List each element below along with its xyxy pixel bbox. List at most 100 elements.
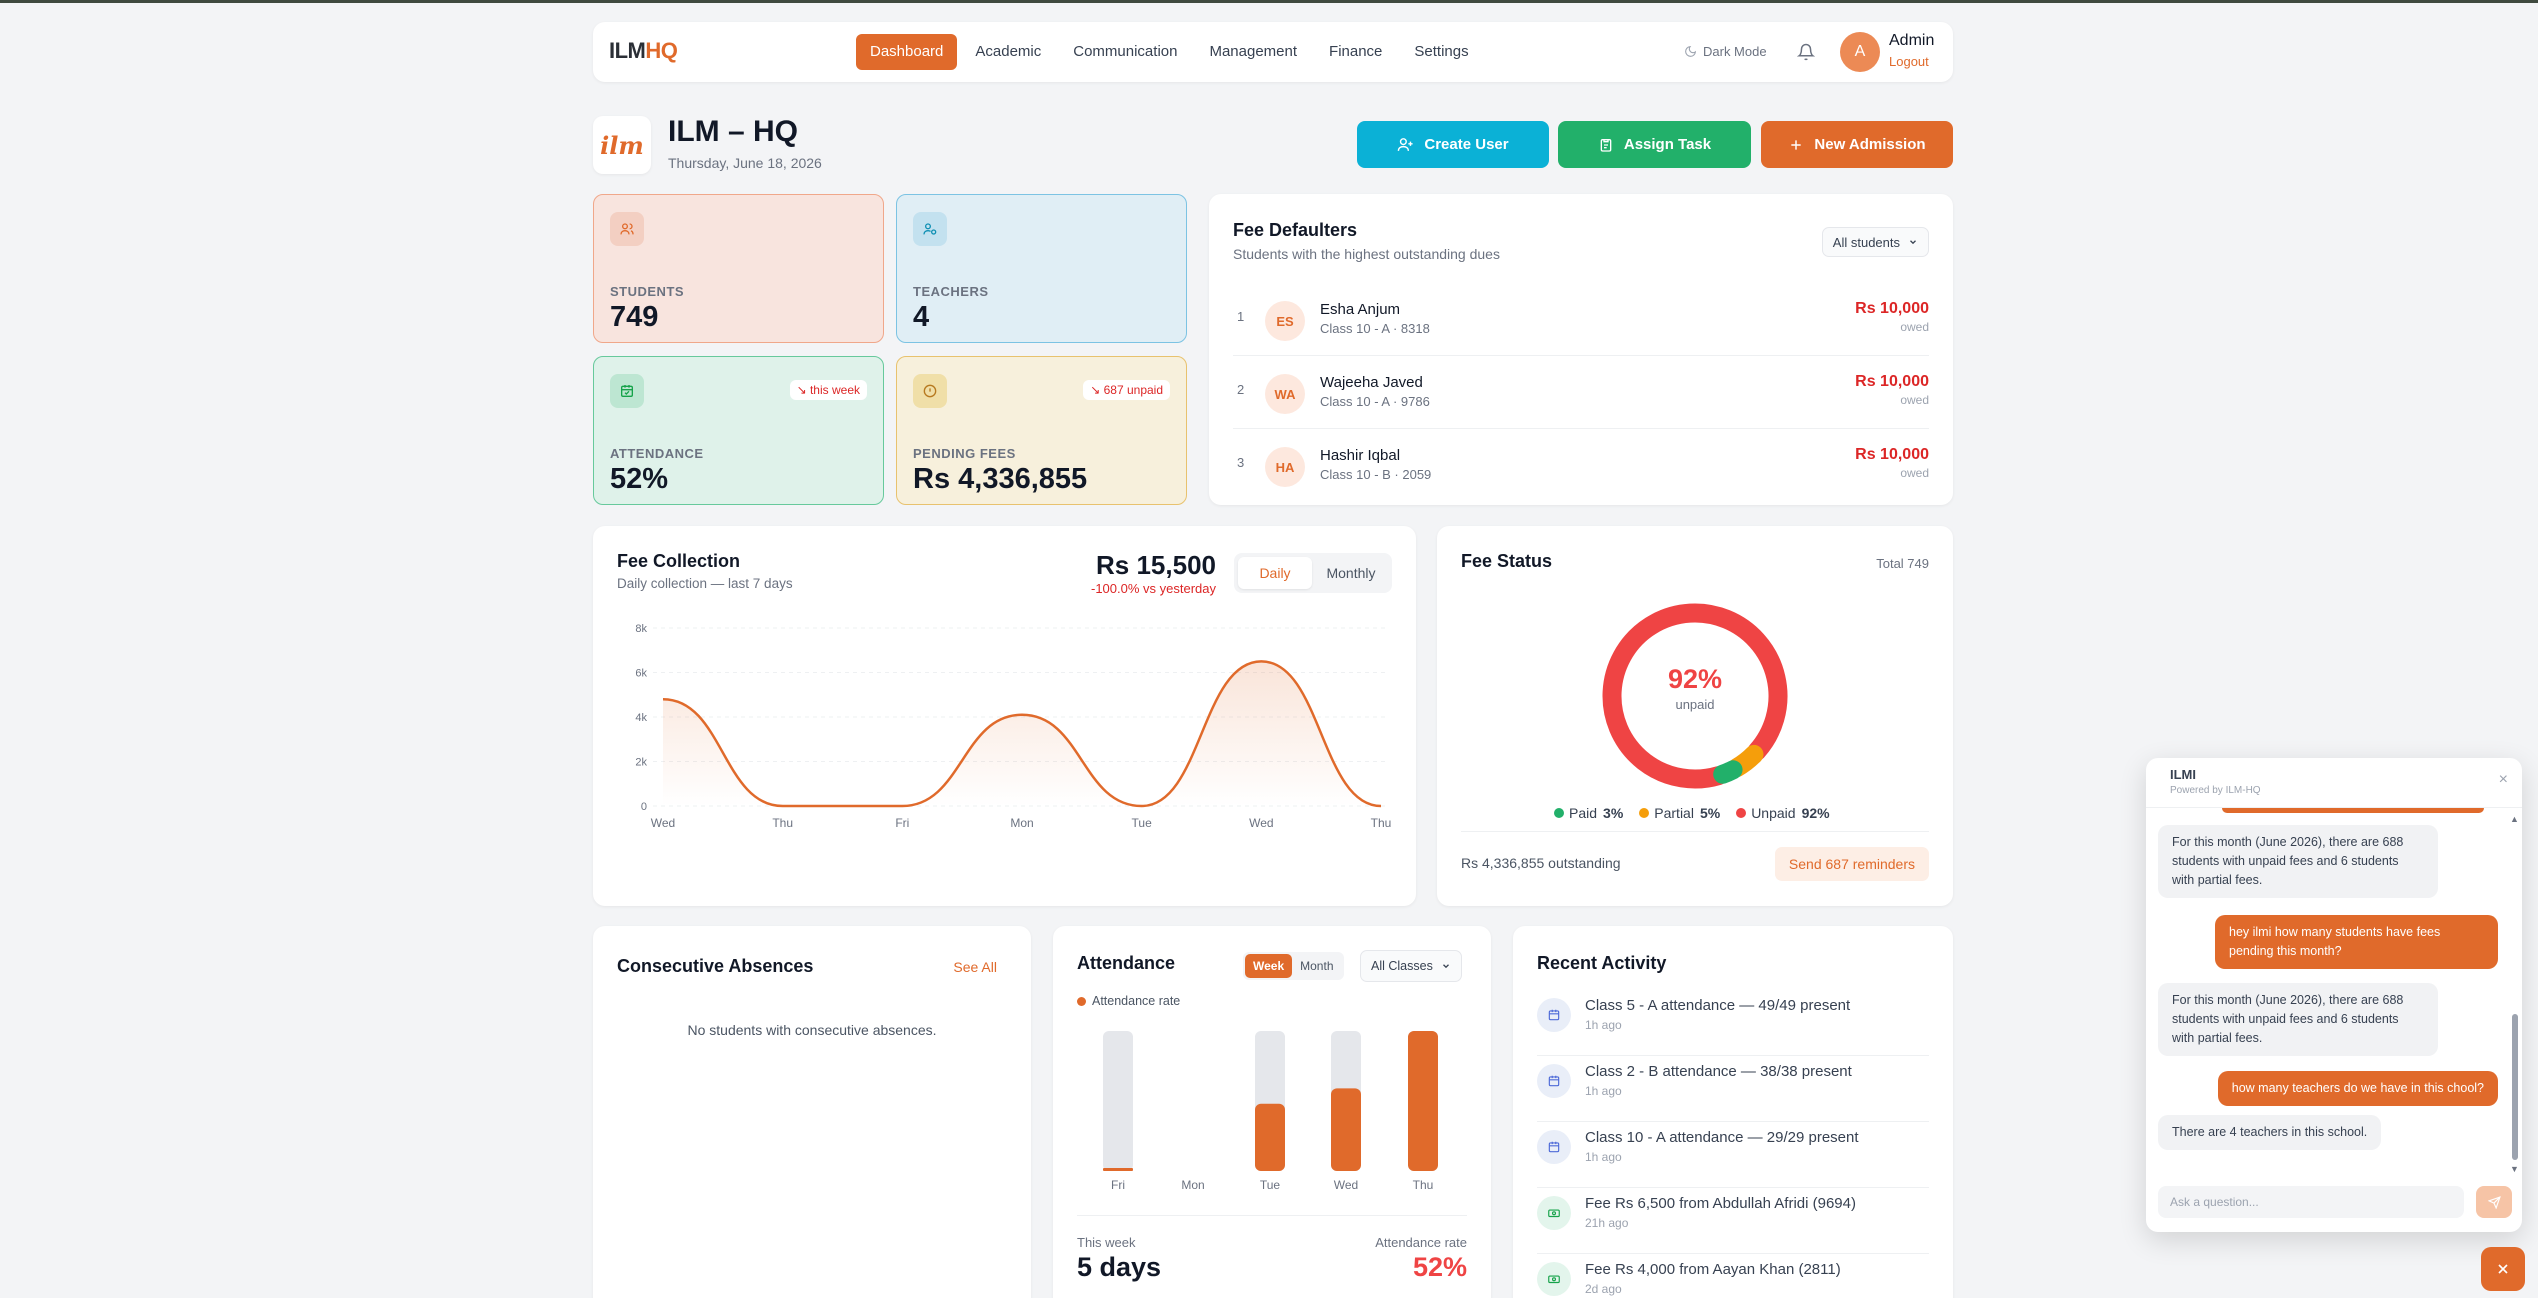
x-tick-label: Fri (1111, 1178, 1125, 1192)
trend-down-icon: ↘ (796, 383, 807, 397)
fee-defaulters-card: Fee Defaulters Students with the highest… (1209, 194, 1953, 505)
cash-icon (1537, 1196, 1571, 1230)
x-tick-label: Mon (1010, 816, 1033, 830)
stat-card-students[interactable]: STUDENTS 749 (593, 194, 884, 343)
stat-card-attendance[interactable]: ↘ this week ATTENDANCE 52% (593, 356, 884, 505)
main-nav: Dashboard Academic Communication Managem… (856, 34, 1483, 70)
scroll-up-icon[interactable]: ▲ (2510, 814, 2519, 824)
nav-management[interactable]: Management (1209, 43, 1298, 60)
this-week-label: This week (1077, 1235, 1136, 1250)
nav-academic[interactable]: Academic (975, 43, 1042, 60)
scroll-down-icon[interactable]: ▼ (2510, 1164, 2519, 1174)
tab-monthly[interactable]: Monthly (1326, 565, 1376, 581)
activity-item[interactable]: Class 10 - A attendance — 29/29 present … (1537, 1122, 1929, 1188)
calendar-icon (1537, 1064, 1571, 1098)
logout-link[interactable]: Logout (1889, 54, 1929, 69)
outstanding-amount: Rs 4,336,855 outstanding (1461, 855, 1621, 871)
card-title: Consecutive Absences (617, 956, 814, 976)
fee-collection-chart: 0 2k 4k 6k 8k Wed Thu Fri Mon Tue Wed Thu (635, 623, 1391, 830)
defaulter-rank: 2 (1237, 382, 1245, 397)
stat-value: 52% (610, 463, 669, 495)
attendance-legend: Attendance rate (1077, 994, 1180, 1008)
divider (1077, 1215, 1467, 1216)
nav-communication[interactable]: Communication (1073, 43, 1178, 60)
x-tick-label: Tue (1132, 816, 1153, 830)
cash-icon (1537, 1262, 1571, 1296)
attendance-card: Attendance Week Month All Classes Attend… (1053, 926, 1491, 1298)
consecutive-absences-card: Consecutive Absences See All No students… (593, 926, 1031, 1298)
donut-slice-paid (1713, 760, 1743, 784)
assign-task-button[interactable]: Assign Task (1558, 121, 1751, 168)
create-user-button[interactable]: Create User (1357, 121, 1549, 168)
chat-panel: ILMI Powered by ILM-HQ × For this month … (2146, 758, 2522, 1232)
legend-label: Unpaid (1751, 805, 1796, 821)
send-icon (2487, 1195, 2501, 1209)
student-filter-select[interactable]: All students (1821, 227, 1929, 257)
nav-dashboard[interactable]: Dashboard (856, 34, 958, 70)
user-name: Admin (1889, 32, 1935, 49)
new-admission-button[interactable]: New Admission (1761, 121, 1953, 168)
notifications-button[interactable] (1788, 34, 1824, 70)
dark-mode-toggle[interactable]: Dark Mode (1684, 44, 1767, 59)
bar (1408, 1031, 1438, 1171)
chat-toggle-button[interactable] (2481, 1247, 2525, 1291)
defaulter-row[interactable]: 2 WA Wajeeha Javed Class 10 - A · 9786 R… (1233, 356, 1929, 429)
send-button[interactable] (2476, 1186, 2512, 1218)
avatar: ES (1265, 301, 1305, 341)
defaulter-row[interactable]: 1 ES Esha Anjum Class 10 - A · 8318 Rs 1… (1233, 283, 1929, 356)
activity-item[interactable]: Fee Rs 6,500 from Abdullah Afridi (9694)… (1537, 1188, 1929, 1254)
chat-input[interactable] (2158, 1186, 2464, 1218)
defaulter-class: Class 10 - A · 8318 (1320, 321, 1430, 336)
chat-header: ILMI Powered by ILM-HQ × (2146, 758, 2522, 808)
new-admission-label: New Admission (1814, 136, 1926, 153)
trend-badge: ↘ 687 unpaid (1083, 380, 1170, 400)
legend-paid: Paid 3% (1554, 805, 1623, 821)
donut-center-label: unpaid (1675, 697, 1715, 712)
x-tick-label: Thu (1413, 1178, 1434, 1192)
tab-month[interactable]: Month (1300, 959, 1334, 973)
y-tick-label: 6k (635, 668, 647, 680)
trend-badge: ↘ this week (789, 380, 867, 400)
empty-state: No students with consecutive absences. (687, 1022, 937, 1038)
legend-value: 5% (1699, 805, 1721, 821)
activity-item[interactable]: Class 2 - B attendance — 38/38 present 1… (1537, 1056, 1929, 1122)
defaulter-owed-label: owed (1900, 320, 1929, 334)
stat-card-teachers[interactable]: TEACHERS 4 (896, 194, 1187, 343)
create-user-label: Create User (1424, 136, 1509, 153)
avatar[interactable]: A (1840, 32, 1880, 72)
avatar: HA (1265, 447, 1305, 487)
nav-finance[interactable]: Finance (1329, 43, 1383, 60)
defaulter-owed-label: owed (1900, 393, 1929, 407)
scroll-thumb[interactable] (2512, 1014, 2518, 1160)
dark-mode-label: Dark Mode (1703, 44, 1767, 59)
defaulter-name: Hashir Iqbal (1320, 447, 1401, 464)
defaulter-row[interactable]: 3 HA Hashir Iqbal Class 10 - B · 2059 Rs… (1233, 429, 1929, 502)
attendance-rate-label: Attendance rate (1375, 1235, 1467, 1250)
legend-value: 92% (1801, 805, 1830, 821)
activity-text: Class 10 - A attendance — 29/29 present (1585, 1129, 1859, 1146)
chat-scrollbar[interactable]: ▲ ▼ (2510, 814, 2520, 1174)
defaulter-name: Wajeeha Javed (1320, 374, 1423, 391)
donut-center-value: 92% (1667, 664, 1723, 694)
brand-logo[interactable]: ILMHQ (609, 38, 678, 64)
tab-week[interactable]: Week (1245, 954, 1293, 978)
stat-card-pending-fees[interactable]: ↘ 687 unpaid PENDING FEES Rs 4,336,855 (896, 356, 1187, 505)
see-all-link[interactable]: See All (953, 959, 997, 975)
divider (1461, 831, 1929, 832)
legend-label: Paid (1569, 805, 1598, 821)
activity-item[interactable]: Fee Rs 4,000 from Aayan Khan (2811) 2d a… (1537, 1254, 1929, 1298)
activity-item[interactable]: Class 5 - A attendance — 49/49 present 1… (1537, 990, 1929, 1056)
close-icon[interactable]: × (2498, 771, 2508, 788)
class-filter-select[interactable]: All Classes (1360, 950, 1462, 982)
stat-value: 749 (610, 301, 659, 333)
fee-status-donut (1602, 603, 1788, 789)
send-reminders-button[interactable]: Send 687 reminders (1774, 847, 1929, 881)
card-title: Attendance (1077, 953, 1176, 973)
stat-label: PENDING FEES (913, 446, 1016, 461)
tab-daily[interactable]: Daily (1238, 557, 1312, 589)
x-tick-label: Tue (1260, 1178, 1281, 1192)
nav-settings[interactable]: Settings (1414, 43, 1469, 60)
activity-text: Class 2 - B attendance — 38/38 present (1585, 1063, 1852, 1080)
users-icon (610, 212, 644, 246)
y-tick-label: 8k (635, 623, 647, 635)
